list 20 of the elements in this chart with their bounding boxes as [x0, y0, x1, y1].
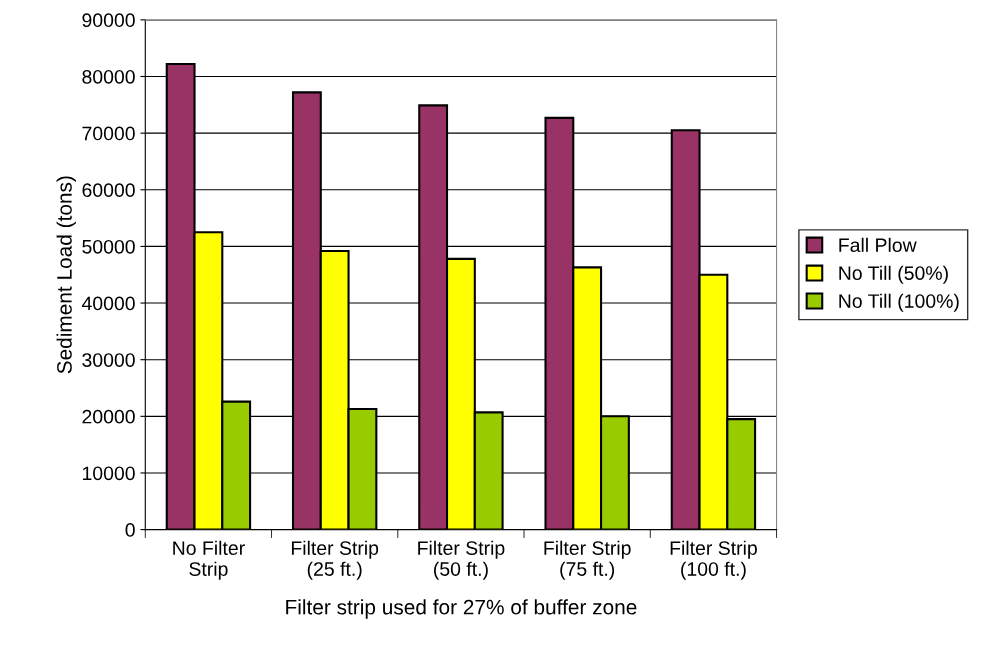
y-tick-label: 60000 — [82, 183, 135, 198]
y-tick-label: 0 — [125, 523, 135, 537]
y-tick-label: 80000 — [82, 69, 135, 84]
x-tick-label: No Filter Strip — [173, 540, 245, 580]
x-tick-label: Filter Strip (75 ft.) — [544, 540, 631, 580]
legend-label: No Till (100%) — [839, 293, 959, 312]
y-tick-label: 50000 — [82, 239, 135, 254]
x-tick-label: Filter Strip (100 ft.) — [670, 540, 757, 580]
x-axis-title: Filter strip used for 27% of buffer zone — [286, 599, 637, 619]
y-tick-label: 30000 — [82, 353, 135, 367]
y-axis-title: Sediment Load (tons) — [56, 176, 76, 374]
y-tick-label: 90000 — [82, 13, 135, 28]
y-tick-label: 40000 — [81, 296, 135, 311]
y-tick-label: 70000 — [82, 126, 135, 141]
y-tick-label: 20000 — [82, 409, 135, 424]
x-tick-label: Filter Strip (50 ft.) — [418, 540, 505, 580]
y-tick-label: 10000 — [82, 466, 135, 481]
legend-label: No Till (50%) — [839, 265, 948, 284]
legend-label: Fall Plow — [839, 237, 917, 253]
x-tick-label: Filter Strip (25 ft.) — [291, 540, 379, 580]
